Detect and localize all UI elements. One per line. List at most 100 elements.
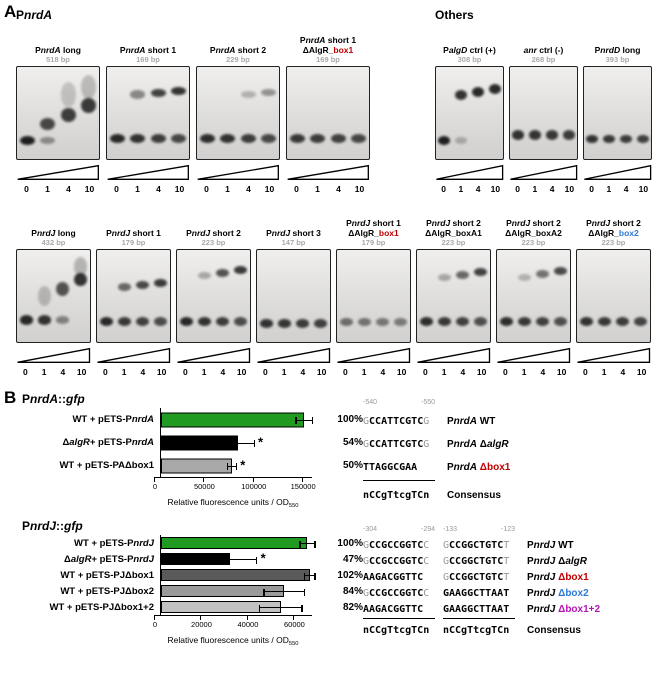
gel-band xyxy=(456,270,470,279)
gel-title-line: PnrdA short 1 xyxy=(120,45,176,55)
text-segment: box2 xyxy=(618,227,639,238)
dose-label: 4 xyxy=(220,367,226,377)
text-segment: Δ xyxy=(62,437,70,448)
rule-line xyxy=(363,480,435,484)
bar-track xyxy=(160,535,319,551)
gel-title-line: PnrdJ short 1 xyxy=(106,228,161,238)
titration-triangle-icon xyxy=(286,164,370,181)
sequence-position: -540 xyxy=(363,399,378,406)
text-segment: nrdA xyxy=(30,392,59,406)
gel-band xyxy=(81,98,97,113)
gel-title: PnrdA long 518 bp xyxy=(16,24,100,64)
dose-label: 1 xyxy=(606,184,612,194)
text-segment: T xyxy=(503,539,510,551)
bar-label: WT + pETS-PJΔbox2 xyxy=(16,583,160,599)
dose-label: 0 xyxy=(515,184,520,194)
dose-label: 10 xyxy=(490,184,501,194)
gel-bp-label: 223 bp xyxy=(521,238,546,247)
dose-labels: 0 1 4 10 xyxy=(16,366,91,378)
gel-title: PnrdJ short 1 ΔAlgR_box1 179 bp xyxy=(336,207,411,247)
text-segment: P xyxy=(594,44,601,55)
gel-band xyxy=(197,317,211,327)
dose-label: 10 xyxy=(84,184,95,194)
titration-triangle-icon xyxy=(435,164,504,181)
gel-bp-label: 268 bp xyxy=(531,55,556,64)
gel-title-line: ΔAlgR_box2 xyxy=(588,228,639,238)
text-segment: nrdJ xyxy=(133,537,154,549)
text-segment: algD xyxy=(448,44,468,55)
axis-tick-label: 20000 xyxy=(191,620,212,629)
dose-label: 4 xyxy=(460,367,466,377)
text-segment: nrdJ xyxy=(36,227,56,238)
gel-band xyxy=(554,267,568,276)
titration-triangle-icon xyxy=(256,347,331,364)
text-segment: short 2 xyxy=(210,227,241,238)
gel-band xyxy=(199,134,215,144)
text-segment: nrdJ xyxy=(533,571,556,583)
gel-band xyxy=(60,107,76,122)
sequence-label: PnrdJ Δbox1 xyxy=(527,572,589,583)
text-segment: ΔAlgR_boxA1 xyxy=(425,227,482,238)
dose-label: 1 xyxy=(121,367,127,377)
sequence: AAGACGGTTC xyxy=(363,604,435,615)
dose-labels: 0 1 4 10 xyxy=(509,183,578,195)
dose-label: 4 xyxy=(540,367,546,377)
text-segment: + pETS-P xyxy=(89,437,132,448)
gel-bp-label: 169 bp xyxy=(316,55,340,64)
gel-band xyxy=(74,272,88,287)
dose-labels: 0 1 4 10 xyxy=(496,366,571,378)
percent-label: 54% xyxy=(342,437,363,448)
axis-tick: 150000 xyxy=(291,478,316,491)
consensus-sequence: nCCgTtcgTCn xyxy=(363,625,435,636)
axis-tick: 0 xyxy=(153,616,157,629)
gel-band xyxy=(130,134,146,144)
gel-image xyxy=(576,249,651,343)
gel-band xyxy=(536,269,550,279)
consensus-label: Consensus xyxy=(527,625,581,636)
dose-label: 0 xyxy=(114,184,119,194)
text-segment: gfp xyxy=(64,519,83,533)
gel-band xyxy=(438,136,451,146)
sequence-row: AAGACGGTTC GCCGGCTGTCT PnrdJ Δbox1 xyxy=(363,569,600,585)
gel-title-line: PnrdJ short 2 xyxy=(506,218,561,228)
text-segment: Δbox1 xyxy=(479,462,511,473)
sequence-row: GCCGCCGGTCC GCCGGCTGTCT PnrdJ WT xyxy=(363,537,600,553)
text-segment: Consensus xyxy=(527,624,581,636)
titration-triangle-icon xyxy=(509,164,578,181)
axis-tick-label: 60000 xyxy=(283,620,305,629)
dose-labels: 0 1 4 10 xyxy=(196,183,280,195)
gel-title-line: PnrdJ short 3 xyxy=(266,228,321,238)
sequence-position: -294 xyxy=(420,526,435,533)
text-segment: G xyxy=(443,555,450,567)
sequence-row: GCCGCCGGTCC GCCGGCTGTCT PnrdJ ΔalgR xyxy=(363,553,600,569)
text-segment: box1 xyxy=(333,44,354,55)
axis-tick: 40000 xyxy=(238,616,258,629)
dose-label: 10 xyxy=(564,184,575,194)
gel-image xyxy=(416,249,491,343)
axis-spacer-left xyxy=(16,477,154,495)
text-segment: nrdA xyxy=(305,34,326,45)
sequence-label: PnrdJ WT xyxy=(527,540,574,551)
text-segment: nrdA xyxy=(24,8,53,22)
sequence-label: PnrdJ ΔalgR xyxy=(527,556,587,567)
text-segment: anr xyxy=(523,44,537,55)
text-segment: P xyxy=(447,416,454,427)
gel-title: anr ctrl (-) 268 bp xyxy=(509,24,578,64)
text-segment: P xyxy=(447,439,454,450)
sequence-row: GCCATTCGTCG PnrdA ΔalgR xyxy=(363,433,510,456)
text-segment: short 2 xyxy=(530,217,561,228)
gel-unit: PnrdA short 2 229 bp 0 1 4 10 xyxy=(196,24,280,195)
sequence: GCCATTCGTCG xyxy=(363,439,435,450)
text-segment: nrdJ xyxy=(533,539,556,551)
dose-label: 1 xyxy=(201,367,207,377)
gel-band xyxy=(357,317,371,326)
gel-bp-label: 518 bp xyxy=(46,55,70,64)
dose-labels: 0 1 4 10 xyxy=(256,366,331,378)
text-segment: 550 xyxy=(288,503,299,509)
gel-title-line: anr ctrl (-) xyxy=(524,45,564,55)
text-segment: G xyxy=(363,539,370,551)
gel-band xyxy=(488,84,501,95)
text-segment: G xyxy=(363,416,370,427)
